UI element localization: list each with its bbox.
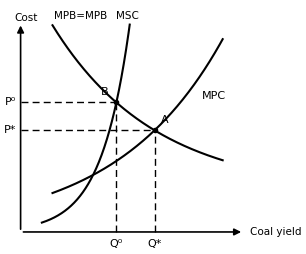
Text: MSC: MSC	[116, 11, 138, 21]
Text: Q⁰: Q⁰	[110, 239, 123, 249]
Text: MPC: MPC	[201, 91, 226, 101]
Text: Q*: Q*	[147, 239, 162, 249]
Text: P*: P*	[4, 125, 16, 135]
Text: Coal yield: Coal yield	[250, 227, 302, 237]
Text: MPB=MPB: MPB=MPB	[54, 11, 107, 21]
Text: P⁰: P⁰	[5, 98, 16, 107]
Text: Cost: Cost	[14, 13, 38, 23]
Text: B: B	[101, 87, 108, 98]
Text: A: A	[161, 115, 169, 125]
